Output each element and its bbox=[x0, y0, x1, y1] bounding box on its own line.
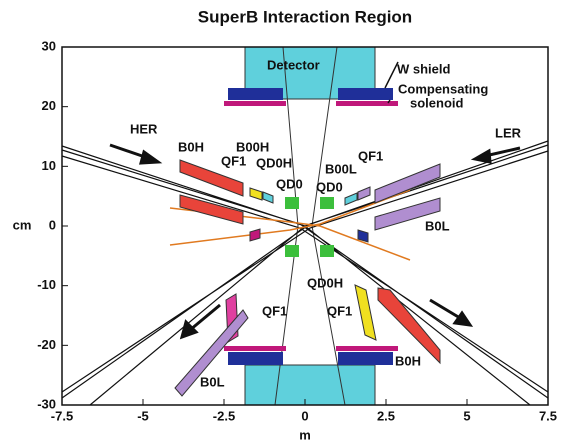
label: QD0 bbox=[276, 176, 303, 191]
x-tick-label: -2.5 bbox=[213, 408, 235, 423]
qf1 bbox=[357, 186, 371, 201]
label: B00L bbox=[325, 161, 357, 176]
x-tick-label: -7.5 bbox=[51, 408, 73, 423]
solenoid bbox=[224, 101, 286, 106]
b0h bbox=[179, 159, 244, 197]
ticks: -7.5 -5 -2.5 0 2.5 5 7.5 -30 -20 -10 0 10 20 30 bbox=[37, 38, 557, 423]
solenoid bbox=[336, 346, 398, 351]
label: W shield bbox=[397, 61, 451, 76]
x-tick-label: 5 bbox=[463, 408, 470, 423]
w-shield bbox=[228, 88, 283, 100]
b00l bbox=[344, 192, 358, 206]
solenoid bbox=[224, 346, 286, 351]
w-shield bbox=[228, 352, 283, 365]
label: B0H bbox=[178, 139, 204, 154]
y-tick-label: 20 bbox=[42, 98, 56, 113]
y-tick-label: 0 bbox=[49, 217, 56, 232]
magnet bbox=[357, 229, 369, 243]
y-tick-label: -10 bbox=[37, 277, 56, 292]
label: B00H bbox=[236, 139, 269, 154]
detector bbox=[244, 364, 376, 406]
label: Detector bbox=[267, 57, 320, 72]
label: LER bbox=[495, 125, 522, 140]
label: B0H bbox=[395, 353, 421, 368]
b0l bbox=[174, 309, 249, 397]
label: QF1 bbox=[221, 153, 246, 168]
magnet bbox=[249, 228, 261, 242]
y-tick-label: 30 bbox=[42, 38, 56, 53]
label: QD0H bbox=[307, 275, 343, 290]
x-tick-label: 7.5 bbox=[539, 408, 557, 423]
label: Compensating bbox=[398, 81, 488, 96]
qf1 bbox=[249, 187, 263, 201]
y-tick-label: 10 bbox=[42, 158, 56, 173]
x-tick-label: -5 bbox=[137, 408, 149, 423]
title: SuperB Interaction Region bbox=[198, 7, 412, 26]
b0h bbox=[377, 287, 441, 365]
label: HER bbox=[130, 121, 158, 136]
arrows bbox=[109, 61, 521, 340]
label: solenoid bbox=[410, 95, 464, 110]
qd0 bbox=[285, 245, 299, 257]
qd0 bbox=[320, 197, 334, 209]
w-shield bbox=[338, 88, 393, 100]
y-axis-label: cm bbox=[13, 217, 32, 232]
y-tick-label: -20 bbox=[37, 337, 56, 352]
label: B0L bbox=[425, 218, 450, 233]
w-shield bbox=[338, 352, 393, 365]
b0h bbox=[179, 194, 244, 225]
x-tick-label: 2.5 bbox=[377, 408, 395, 423]
b00h bbox=[262, 191, 274, 204]
label: B0L bbox=[200, 374, 225, 389]
qd0 bbox=[320, 245, 334, 257]
label: QF1 bbox=[358, 148, 383, 163]
b0l bbox=[374, 197, 441, 231]
label: QD0 bbox=[316, 179, 343, 194]
label: QD0H bbox=[256, 155, 292, 170]
y-tick-label: -30 bbox=[37, 396, 56, 411]
x-tick-label: 0 bbox=[301, 408, 308, 423]
label: QF1 bbox=[262, 303, 287, 318]
qd0 bbox=[285, 197, 299, 209]
label: QF1 bbox=[327, 303, 352, 318]
qf1 bbox=[354, 284, 377, 341]
b0l bbox=[374, 163, 441, 204]
solenoid bbox=[336, 101, 398, 106]
x-axis-label: m bbox=[299, 427, 311, 442]
